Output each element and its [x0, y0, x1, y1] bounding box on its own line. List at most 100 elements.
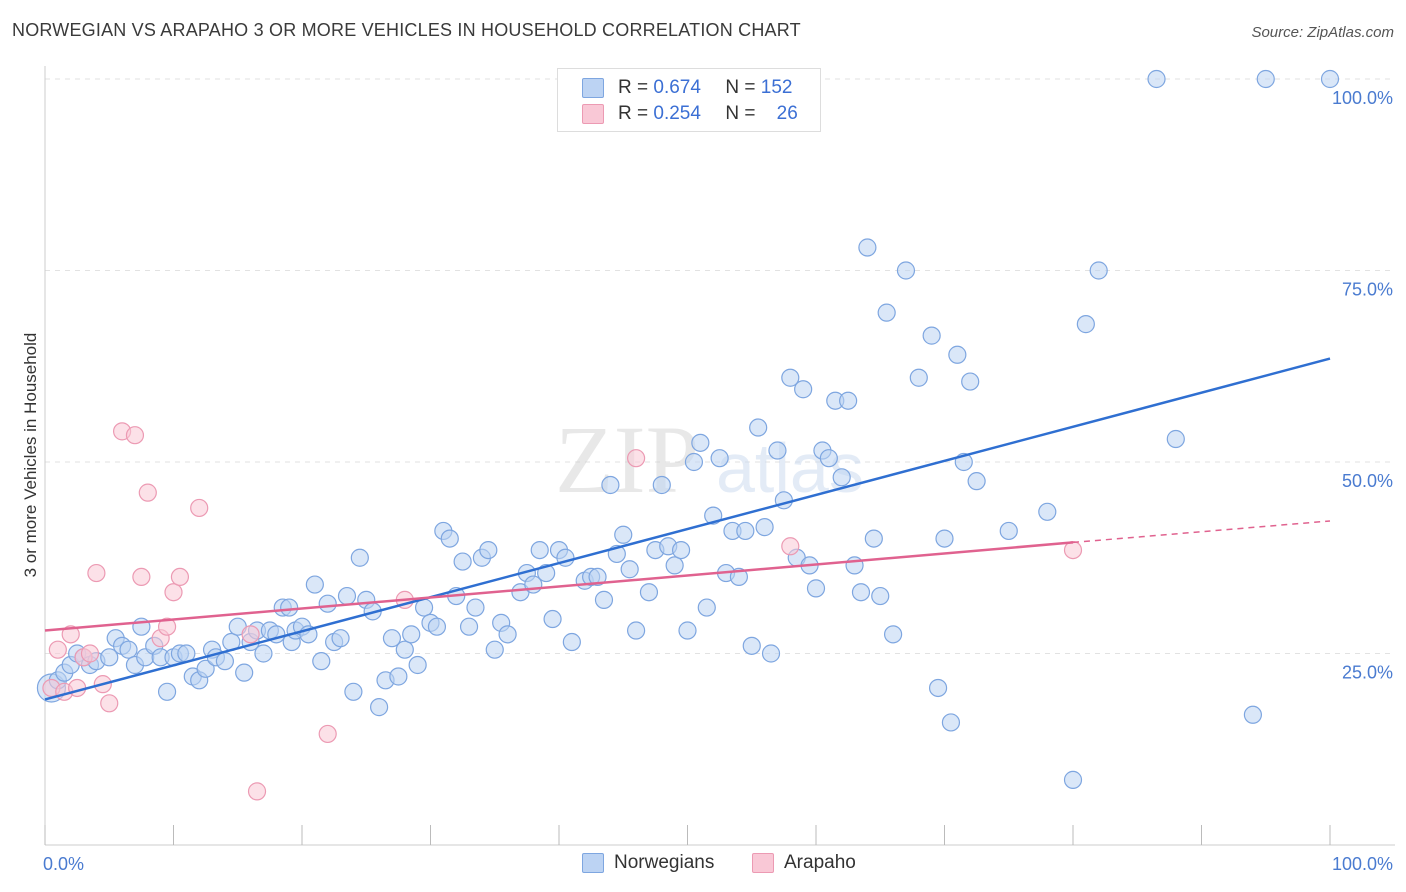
- arapaho-point: [781, 537, 800, 556]
- norwegian-point: [909, 368, 928, 387]
- watermark: ZIP atlas: [555, 406, 864, 513]
- norwegian-point: [543, 609, 562, 629]
- series-arapaho: [42, 422, 1083, 801]
- arapaho-point: [247, 782, 267, 801]
- norwegian-point: [941, 713, 961, 732]
- norwegian-point: [280, 598, 299, 617]
- norwegian-point: [761, 644, 781, 663]
- norwegian-point: [215, 652, 234, 671]
- norwegian-point: [928, 678, 948, 698]
- arapaho-point: [190, 498, 209, 518]
- norwegian-point: [344, 682, 363, 701]
- norwegian-point: [742, 636, 761, 655]
- norwegian-point: [594, 590, 614, 609]
- norwegian-trendline: [44, 357, 1331, 701]
- norwegian-point: [858, 238, 877, 257]
- legend-item-arapaho: Arapaho: [752, 852, 856, 874]
- norwegian-point: [440, 529, 459, 548]
- x-tick-labels: 0.0% 100.0%: [43, 854, 1393, 874]
- norwegian-point: [196, 659, 215, 678]
- legend-n-value: 152: [760, 77, 793, 98]
- norwegian-point: [671, 540, 691, 560]
- legend-swatch-norwegians: [582, 78, 604, 98]
- norwegian-point: [331, 629, 350, 648]
- arapaho-point: [48, 640, 67, 659]
- arapaho-trendline: [44, 541, 1074, 632]
- legend-n-label: N =: [725, 77, 756, 98]
- norwegian-point: [652, 475, 671, 495]
- legend-r-label: R =: [618, 103, 649, 124]
- norwegian-point: [1166, 429, 1185, 449]
- arapaho-point: [157, 617, 177, 636]
- norwegian-point: [967, 472, 986, 491]
- legend-row-arapaho: R = 0.254 N = 26: [582, 101, 798, 127]
- watermark-zip: ZIP: [555, 406, 699, 513]
- series-legend: Norwegians Arapaho: [0, 852, 1406, 876]
- legend-swatch-arapaho: [582, 104, 604, 124]
- norwegian-point: [402, 625, 421, 644]
- y-tick-label: 50.0%: [1342, 471, 1393, 491]
- legend-item-norwegians: Norwegians: [582, 852, 714, 874]
- norwegian-point: [806, 579, 826, 598]
- norwegian-point: [1256, 69, 1275, 89]
- arapaho-point: [626, 449, 646, 468]
- norwegian-point: [864, 529, 883, 548]
- y-tick-label: 100.0%: [1332, 88, 1393, 108]
- norwegian-point: [710, 449, 729, 468]
- norwegian-point: [883, 625, 903, 644]
- arapaho-point: [87, 563, 106, 583]
- norwegian-point: [819, 449, 838, 468]
- norwegian-point: [896, 261, 916, 280]
- legend-label-norwegians: Norwegians: [614, 852, 715, 873]
- legend-row-norwegians: R = 0.674 N = 152: [582, 75, 792, 101]
- legend-r-value: 0.674: [653, 77, 701, 98]
- norwegian-point: [620, 560, 639, 579]
- norwegian-point: [691, 433, 710, 452]
- norwegian-point: [1320, 69, 1340, 89]
- y-tick-labels: 25.0% 50.0% 75.0% 100.0%: [1332, 88, 1393, 683]
- norwegian-point: [350, 548, 369, 567]
- arapaho-point: [80, 644, 100, 663]
- legend-r-label: R =: [618, 77, 649, 98]
- arapaho-point: [1063, 540, 1083, 560]
- axes: [44, 66, 1395, 846]
- y-tick-label: 75.0%: [1342, 280, 1393, 300]
- norwegian-point: [157, 682, 177, 701]
- norwegian-point: [485, 640, 504, 659]
- legend-n-value: 26: [776, 103, 798, 124]
- norwegian-point: [530, 540, 549, 560]
- norwegian-point: [312, 652, 331, 671]
- arapaho-point: [170, 567, 190, 587]
- norwegian-point: [794, 380, 813, 399]
- norwegian-point: [588, 567, 607, 587]
- legend-swatch-arapaho: [752, 853, 774, 873]
- norwegian-point: [684, 452, 704, 472]
- norwegian-point: [370, 698, 389, 717]
- norwegian-point: [459, 617, 479, 636]
- norwegian-point: [948, 345, 967, 364]
- norwegian-point: [453, 552, 472, 571]
- norwegian-point: [935, 529, 954, 548]
- legend-label-arapaho: Arapaho: [784, 852, 856, 873]
- norwegian-point: [961, 372, 980, 391]
- arapaho-point: [138, 483, 157, 502]
- x-tick-label: 0.0%: [43, 854, 84, 874]
- arapaho-point: [132, 567, 151, 587]
- norwegian-point: [1038, 502, 1057, 521]
- norwegian-point: [832, 468, 851, 487]
- arapaho-point: [241, 625, 260, 644]
- norwegian-point: [466, 598, 485, 617]
- norwegian-point: [749, 418, 768, 437]
- norwegian-point: [254, 644, 273, 663]
- chart-title: NORWEGIAN VS ARAPAHO 3 OR MORE VEHICLES …: [12, 20, 801, 40]
- norwegian-point: [639, 583, 659, 602]
- norwegian-point: [665, 556, 684, 575]
- norwegian-point: [479, 540, 498, 560]
- norwegian-point: [736, 521, 755, 541]
- trendlines: [44, 357, 1331, 701]
- norwegian-point: [119, 640, 138, 659]
- norwegian-point: [382, 629, 402, 648]
- y-axis-label: 3 or more Vehicles in Household: [21, 333, 40, 578]
- y-tick-label: 25.0%: [1342, 663, 1393, 683]
- norwegian-point: [1089, 261, 1108, 280]
